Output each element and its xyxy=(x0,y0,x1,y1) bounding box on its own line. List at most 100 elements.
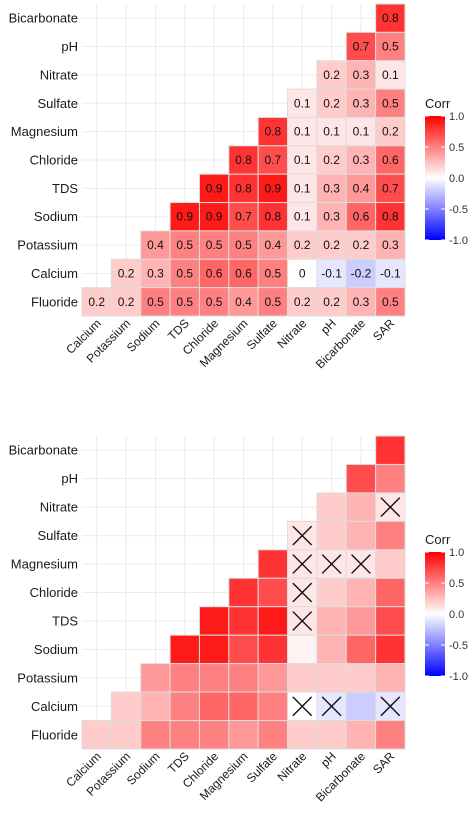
x-axis-tick-label: pH xyxy=(318,749,339,770)
y-axis-tick-label: Magnesium xyxy=(11,124,78,139)
heatmap-cell-calcium-nitrate xyxy=(287,258,318,289)
x-axis-tick-label: SAR xyxy=(370,316,398,344)
legend-tick-label: 0.0 xyxy=(449,609,464,621)
heatmap-cell-tds-sulfate xyxy=(257,606,289,636)
insignificant-x-icon xyxy=(380,497,401,518)
cell-value-label: 0.9 xyxy=(206,181,223,195)
y-axis-tick-label: Magnesium xyxy=(11,557,78,572)
heatmap-cell-ph-sar xyxy=(375,31,406,62)
heatmap-cell-fluoride-potassium xyxy=(110,720,142,750)
cell-value-label: 0.5 xyxy=(176,295,193,309)
heatmap-cell-fluoride-bicarbonate xyxy=(345,720,377,750)
cell-value-label: 0.7 xyxy=(235,210,252,224)
insignificant-x-icon xyxy=(292,582,313,603)
cell-value-label: 0.2 xyxy=(323,68,340,82)
cell-value-label: 0.3 xyxy=(353,295,370,309)
cell-value-label: 0.5 xyxy=(206,295,223,309)
cell-value-label: 0.1 xyxy=(294,96,311,110)
heatmap-cell-tds-bicarbonate xyxy=(345,606,377,636)
cell-value-label: 0.9 xyxy=(206,210,223,224)
heatmap-cell-fluoride-nitrate xyxy=(287,720,318,750)
cell-value-label: 0.4 xyxy=(265,238,282,252)
insignificant-marks xyxy=(292,497,401,717)
x-axis-tick-label: Sodium xyxy=(124,316,163,355)
cell-value-label: 0.1 xyxy=(323,125,340,139)
cell-value-label: 0.9 xyxy=(176,210,193,224)
y-axis-tick-label: Calcium xyxy=(31,699,78,714)
x-axis-tick-label: Nitrate xyxy=(274,316,309,351)
heatmap-panel-bottom: BicarbonatepHNitrateSulfateMagnesiumChlo… xyxy=(9,435,468,804)
cell-value-label: 0.2 xyxy=(323,295,340,309)
heatmap-cell-sodium-chloride xyxy=(198,634,230,665)
cell-value-label: 0.5 xyxy=(206,238,223,252)
y-axis-tick-label: pH xyxy=(61,39,78,54)
heatmap-cell-potassium-ph xyxy=(316,663,347,693)
heatmap-cell-calcium-magnesium xyxy=(228,691,259,722)
cell-value-label: 0.2 xyxy=(323,96,340,110)
heatmap-cell-fluoride-chloride xyxy=(198,720,230,750)
cell-value-label: 0.4 xyxy=(147,238,164,252)
cell-value-label: 0.9 xyxy=(265,181,282,195)
cell-value-label: 0 xyxy=(299,266,306,280)
heatmap-cell-magnesium-sar xyxy=(375,549,406,579)
cell-value-label: 0.3 xyxy=(323,181,340,195)
heatmap-cell-tds-ph xyxy=(316,606,347,636)
cell-value-label: 0.3 xyxy=(353,153,370,167)
cell-value-label: 0.2 xyxy=(88,295,105,309)
insignificant-x-icon xyxy=(351,554,371,574)
y-axis-tick-label: Sulfate xyxy=(38,96,78,111)
heatmap-cell-chloride-magnesium xyxy=(228,577,259,608)
cell-value-label: 0.2 xyxy=(118,295,135,309)
cell-value-label: 0.8 xyxy=(235,153,252,167)
cell-value-label: -0.2 xyxy=(351,266,372,280)
heatmap-cell-calcium-bicarbonate xyxy=(345,691,377,722)
legend-tick-label: -0.5 xyxy=(449,204,468,216)
heatmap-cell-fluoride-sodium xyxy=(140,720,171,750)
legend-tick-label: 0.5 xyxy=(449,142,464,154)
cell-value-label: 0.3 xyxy=(147,266,164,280)
legend-tick-label: 1.0 xyxy=(449,547,464,559)
heatmap-cell-fluoride-nitrate xyxy=(287,287,318,317)
cell-value-label: 0.2 xyxy=(323,238,340,252)
heatmap-cell-chloride-bicarbonate xyxy=(345,145,377,175)
heatmap-cell-fluoride-chloride xyxy=(198,287,230,317)
cell-value-label: 0.3 xyxy=(353,68,370,82)
heatmap-cell-fluoride-sulfate xyxy=(257,287,289,317)
heatmap-cell-sodium-sulfate xyxy=(257,634,289,665)
cell-value-label: 0.3 xyxy=(323,210,340,224)
cell-value-label: 0.5 xyxy=(382,295,399,309)
heatmap-cell-sulfate-sar xyxy=(375,88,406,118)
cell-value-label: 0.2 xyxy=(294,238,311,252)
heatmap-cell-calcium-tds xyxy=(169,691,200,722)
heatmap-cell-potassium-sulfate xyxy=(257,230,289,260)
heatmap-cell-sodium-sar xyxy=(375,202,406,232)
cell-value-label: 0.1 xyxy=(382,68,399,82)
heatmap-cell-chloride-nitrate xyxy=(287,145,318,175)
insignificant-x-icon xyxy=(292,525,313,546)
heatmap-cell-tds-sar xyxy=(375,173,406,204)
legend-tick-label: -1.0 xyxy=(449,235,468,247)
y-axis-tick-label: Sodium xyxy=(34,642,78,657)
heatmap-cell-tds-chloride xyxy=(198,606,230,636)
cell-value-label: 0.4 xyxy=(353,181,370,195)
heatmap-cell-sodium-tds xyxy=(169,634,200,665)
legend-tick-label: 0.5 xyxy=(449,578,464,590)
heatmap-cell-tds-chloride xyxy=(198,173,230,204)
y-axis-tick-label: Potassium xyxy=(17,238,78,253)
heatmap-cell-sodium-tds xyxy=(169,202,200,232)
x-axis-tick-label: Nitrate xyxy=(274,749,309,784)
legend-title: Corr xyxy=(425,96,451,111)
heatmap-cell-fluoride-sar xyxy=(375,720,406,750)
cell-value-label: 0.7 xyxy=(353,40,370,54)
heatmap-cell-calcium-potassium xyxy=(110,691,142,722)
cell-value-label: 0.8 xyxy=(382,210,399,224)
heatmap-cell-calcium-chloride xyxy=(198,258,230,289)
legend-colorbar xyxy=(425,552,445,676)
heatmap-cell-chloride-ph xyxy=(316,577,347,608)
cell-value-label: 0.8 xyxy=(235,181,252,195)
heatmap-cell-potassium-magnesium xyxy=(228,230,259,260)
heatmap-cell-fluoride-bicarbonate xyxy=(345,287,377,317)
y-axis-tick-label: Bicarbonate xyxy=(9,11,78,26)
heatmap-cell-calcium-chloride xyxy=(198,691,230,722)
x-axis-tick-label: Sulfate xyxy=(244,316,281,353)
